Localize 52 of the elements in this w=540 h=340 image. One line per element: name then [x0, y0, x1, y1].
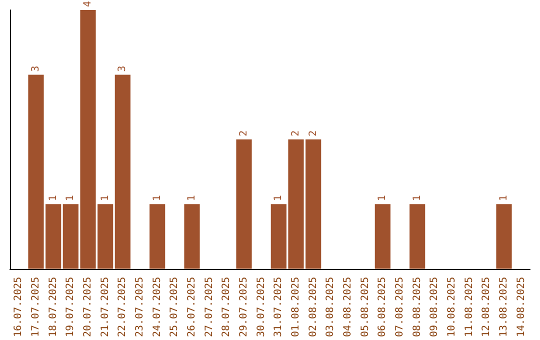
x-tick-label: 29.07.2025: [238, 276, 250, 338]
x-tick-label: 09.08.2025: [429, 276, 440, 338]
bar: [150, 204, 166, 269]
data-label: 2: [238, 130, 250, 136]
data-label: 1: [48, 195, 59, 202]
x-tick-label: 20.07.2025: [82, 276, 94, 338]
data-label: 1: [100, 195, 111, 202]
bar: [236, 139, 252, 269]
data-label: 1: [152, 195, 163, 202]
x-tick-label: 10.08.2025: [446, 276, 458, 338]
data-label: 1: [377, 195, 388, 202]
x-tick-label: 07.08.2025: [394, 276, 406, 338]
x-tick-label: 12.08.2025: [481, 276, 492, 338]
x-tick-label: 24.07.2025: [152, 276, 163, 338]
data-label: 4: [82, 0, 94, 7]
data-label: 2: [308, 130, 319, 136]
bar: [496, 204, 512, 269]
data-label: 1: [273, 195, 284, 202]
bar: [410, 204, 426, 269]
x-tick-label: 02.08.2025: [308, 276, 319, 338]
data-label: 1: [65, 195, 76, 202]
x-tick-label: 17.07.2025: [30, 276, 42, 338]
x-tick-label: 26.07.2025: [186, 276, 198, 338]
x-tick-label: 25.07.2025: [169, 276, 180, 338]
bar: [184, 204, 200, 269]
bar: [114, 74, 130, 269]
x-tick-label: 08.08.2025: [412, 276, 423, 338]
x-tick-label: 27.07.2025: [204, 276, 215, 338]
x-tick-label: 22.07.2025: [117, 276, 128, 338]
x-tick-label: 05.08.2025: [360, 276, 371, 338]
data-label: 1: [186, 195, 198, 202]
x-tick-label: 28.07.2025: [221, 276, 232, 338]
x-tick-label: 19.07.2025: [65, 276, 76, 338]
data-label: 2: [290, 130, 302, 136]
x-tick-label: 14.08.2025: [516, 276, 527, 338]
x-tick-label: 23.07.2025: [134, 276, 146, 338]
x-tick-label: 03.08.2025: [325, 276, 336, 338]
x-tick-label: 30.07.2025: [256, 276, 267, 338]
x-tick-label: 06.08.2025: [377, 276, 388, 338]
data-label: 3: [117, 66, 128, 72]
x-tick-label: 31.07.2025: [273, 276, 284, 338]
x-tick-label: 01.08.2025: [290, 276, 302, 338]
data-label: 1: [412, 195, 423, 202]
data-label: 1: [498, 195, 510, 202]
x-tick-label: 11.08.2025: [464, 276, 475, 338]
x-tick-label: 04.08.2025: [342, 276, 354, 338]
bar: [374, 204, 390, 269]
x-tick-label: 13.08.2025: [498, 276, 510, 338]
x-tick-label: 16.07.2025: [13, 276, 24, 338]
x-tick-label: 21.07.2025: [100, 276, 111, 338]
x-tick-label: 18.07.2025: [48, 276, 59, 338]
data-label: 3: [30, 66, 42, 72]
